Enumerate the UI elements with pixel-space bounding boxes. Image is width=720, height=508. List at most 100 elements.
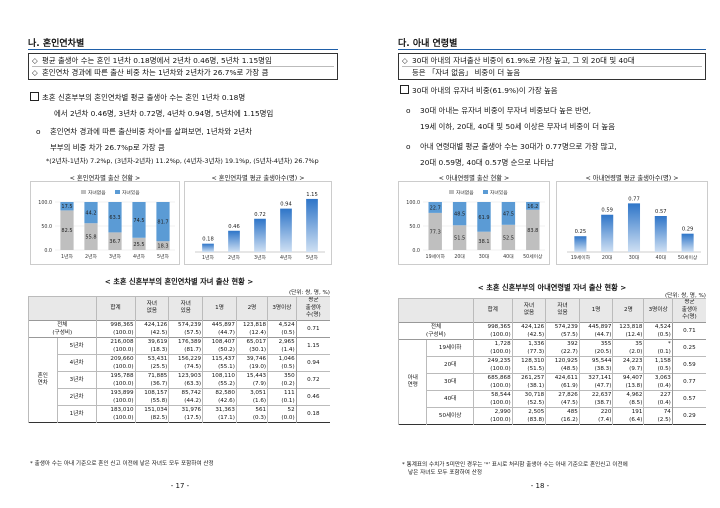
- table-cell: (0.5): [643, 364, 673, 373]
- table-cell: 53,431: [134, 353, 169, 363]
- table-cell: 4,524: [267, 319, 297, 329]
- bar: [574, 236, 587, 252]
- table-cell: 4,524: [643, 321, 673, 331]
- avg-cell: 0.94: [295, 353, 330, 371]
- avg-cell: 0.59: [671, 355, 706, 373]
- row-label: 3년차: [56, 370, 97, 388]
- column-header: 1명: [202, 296, 237, 320]
- table-row: 40대 58,544 30,718 27,826 22,637 4,962 227 0.57: [399, 389, 706, 407]
- table-cell: (77.3): [511, 347, 546, 356]
- table-cell: (74.5): [168, 362, 203, 371]
- y-tick-label: 100.0: [38, 200, 52, 206]
- y-tick-label: 50.0: [41, 224, 52, 230]
- table-row: (100.0) (52.5) (47.5) (38.7) (8.5) (0.4): [399, 398, 707, 407]
- table-cell: (82.5): [134, 413, 169, 422]
- chart-birth-status: < 혼인연차별 출산 현황 > 자녀없음 자녀있음 100.0 50.0 0.0 82.5…: [30, 175, 180, 265]
- avg-cell: 1.15: [295, 336, 330, 354]
- checkbox-square-icon: [400, 85, 409, 94]
- bar-no-child: [132, 237, 146, 250]
- table-cell: 183,010: [95, 404, 136, 414]
- data-label: 82.5: [61, 228, 72, 234]
- table-cell: (36.7): [134, 379, 169, 388]
- paragraph-note: *(2년차-1년차) 7.2%p, (3년차-2년차) 11.2%p, (4년차…: [46, 157, 319, 165]
- avg-cell: 0.29: [671, 406, 706, 424]
- table-cell: 71,885: [134, 370, 169, 380]
- legend-swatch: [483, 190, 488, 194]
- legend-label: 자녀있음: [122, 189, 140, 196]
- bar: [202, 243, 214, 252]
- table-cell: 31,363: [202, 404, 237, 414]
- bar-no-child: [501, 224, 516, 250]
- data-label: 16.2: [527, 204, 538, 210]
- row-label: 1년차: [56, 404, 97, 422]
- chart-birth-status: < 아내연령별 출산 현황 > 자녀없음 자녀있음 100.0 50.0 0.0 77.3…: [398, 175, 550, 265]
- bar-with-child: [84, 202, 98, 224]
- table-cell: (44.7): [202, 328, 237, 337]
- avg-cell: 0.77: [671, 372, 706, 390]
- table-cell: 39,619: [134, 336, 169, 346]
- summary-line: ◇ 혼인연차 경과에 따른 출산 비중 차는 1년차와 2년차가 26.7%로 가…: [32, 66, 334, 78]
- table-cell: 24,223: [612, 355, 644, 365]
- bar-no-child: [60, 210, 74, 250]
- data-label: 81.7: [157, 220, 168, 226]
- bar: [627, 203, 641, 252]
- bar-no-child: [477, 231, 491, 250]
- x-tick-label: 2년차: [228, 254, 240, 261]
- data-label: 61.9: [478, 215, 489, 221]
- x-tick-label: 3년차: [109, 253, 121, 260]
- table-cell: 685,868: [472, 372, 513, 382]
- table-cell: 191: [612, 406, 644, 416]
- row-label: 20대: [426, 355, 474, 373]
- table-cell: 350: [267, 370, 297, 380]
- table-cell: 123,818: [235, 319, 268, 329]
- table-cell: (17.1): [202, 413, 237, 422]
- table-cell: 327,141: [578, 372, 613, 382]
- avg-cell: 0.72: [295, 370, 330, 388]
- bar-no-child: [428, 212, 442, 250]
- section-title: 나. 혼인연차별: [28, 39, 85, 49]
- data-label: 44.2: [85, 211, 96, 217]
- avg-cell: 0.71: [671, 321, 706, 339]
- table-cell: 27,826: [545, 389, 580, 399]
- x-tick-label: 40대: [503, 253, 514, 260]
- data-label: 0.25: [575, 229, 587, 235]
- table-row: (100.0) (18.3) (81.7) (50.2) (30.1) (1.4): [29, 345, 331, 354]
- summary-line: ◇ 평균 출생아 수는 혼인 1년차 0.18명에서 2년차 0.46명, 5년차…: [32, 56, 272, 65]
- data-label: 83.8: [527, 228, 538, 234]
- table-cell: 108,407: [202, 336, 237, 346]
- table-cell: 15,443: [235, 370, 268, 380]
- table-row: (100.0) (36.7) (63.3) (55.2) (7.9) (0.2): [29, 379, 331, 388]
- table-cell: (0.5): [267, 362, 297, 371]
- bar-with-child: [526, 202, 540, 210]
- table-cell: (100.0): [472, 347, 513, 356]
- table-cell: 249,235: [472, 355, 513, 365]
- table-row: 아내 연령 19세이하 1,728 1,336 392 355 35 * 0.25: [397, 338, 706, 424]
- table-cell: 424,126: [511, 321, 546, 331]
- x-tick-label: 5년차: [157, 253, 169, 260]
- table-row: (100.0) (55.8) (44.2) (42.6) (1.6) (0.1): [29, 396, 331, 405]
- table-cell: (0.1): [267, 396, 297, 405]
- table-row: 4년차 209,660 53,431 156,229 115,437 39,746 1,04…: [29, 353, 330, 371]
- data-table: 합계 자녀 없음 자녀 있음 1명 2명 3명이상 평균 출생아 수(명) 전체 998,365 424,…: [28, 296, 330, 423]
- table-cell: (12.4): [612, 330, 644, 339]
- table-cell: 445,897: [202, 319, 237, 329]
- table-cell: (2.5): [643, 415, 673, 424]
- table-cell: 220: [578, 406, 613, 416]
- table-cell: (25.5): [134, 362, 169, 371]
- table-cell: 485: [545, 406, 580, 416]
- table-cell: (0.1): [643, 347, 673, 356]
- table-cell: (55.8): [134, 396, 169, 405]
- bar-chart: 0.18 1년차 0.46 2년차 0.72 3년차 0.94 4년차 1.15 5년차: [195, 192, 325, 261]
- table-cell: 1,046: [267, 353, 297, 363]
- table-cell: 128,310: [511, 355, 546, 365]
- data-label: 77.3: [430, 229, 441, 235]
- avg-cell: 0.25: [671, 338, 706, 356]
- table-cell: 424,126: [134, 319, 169, 329]
- table-cell: (100.0): [472, 398, 513, 407]
- table-row: (100.0) (77.3) (22.7) (20.5) (2.0) (0.1): [399, 347, 707, 356]
- table-cell: (6.4): [612, 415, 644, 424]
- x-tick-label: 20대: [602, 254, 613, 261]
- table-cell: (44.2): [168, 396, 203, 405]
- table-cell: 52: [267, 404, 297, 414]
- avg-cell: 0.18: [295, 404, 330, 422]
